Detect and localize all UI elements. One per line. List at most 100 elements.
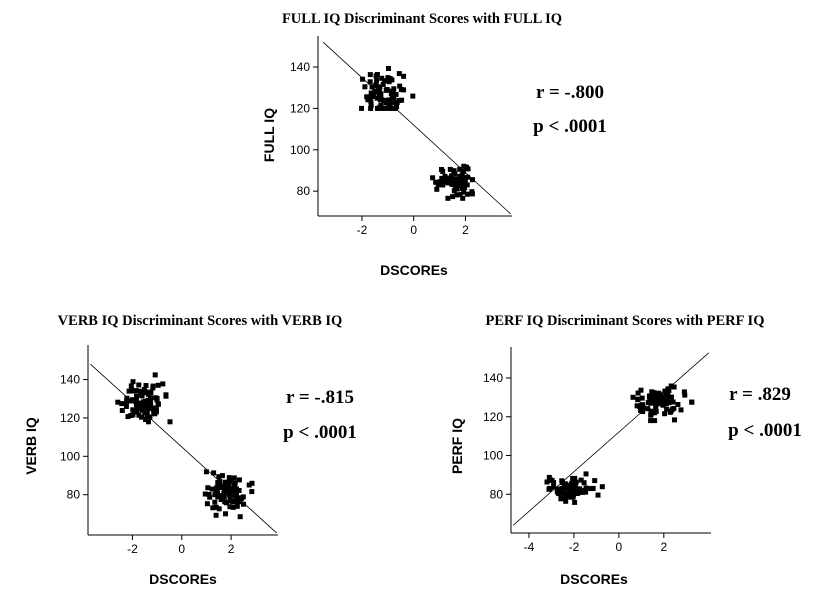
data-point (442, 173, 448, 179)
p-value: p < .0001 (728, 420, 802, 441)
data-point (456, 182, 462, 188)
data-point (667, 409, 673, 415)
data-point (590, 485, 596, 491)
data-point (367, 79, 373, 85)
data-point (651, 399, 657, 405)
x-tick-label: -4 (524, 540, 535, 554)
data-point (665, 386, 671, 392)
data-point (461, 189, 467, 195)
data-point (581, 480, 587, 486)
data-point (232, 499, 238, 505)
data-point (681, 389, 687, 395)
data-point (380, 105, 386, 111)
data-point (665, 391, 671, 397)
data-point (136, 412, 142, 418)
data-point (546, 474, 552, 480)
data-point (214, 485, 220, 491)
data-point (150, 385, 156, 391)
data-point (222, 479, 228, 485)
data-point (364, 94, 370, 100)
data-point (645, 400, 651, 406)
data-point (123, 404, 129, 409)
data-point (670, 399, 676, 405)
data-point (389, 77, 395, 83)
x-tick-label: 0 (178, 542, 185, 556)
data-point (368, 90, 374, 96)
data-point (386, 97, 392, 103)
data-point (217, 485, 223, 491)
data-point (155, 401, 161, 407)
data-point (452, 171, 458, 177)
data-point (570, 476, 576, 481)
data-point (451, 188, 457, 194)
data-point (211, 470, 217, 476)
chart-title: PERF IQ Discriminant Scores with PERF IQ (486, 313, 765, 329)
data-point (234, 486, 239, 492)
data-point (592, 478, 598, 484)
data-point (656, 393, 662, 399)
data-point (206, 492, 212, 497)
data-point (221, 494, 227, 500)
data-point (385, 75, 391, 81)
p-value: p < .0001 (533, 116, 607, 137)
data-point (653, 408, 659, 414)
data-point (367, 72, 373, 78)
data-point (571, 483, 577, 489)
data-point (222, 489, 228, 495)
data-point (226, 475, 232, 481)
data-point (635, 396, 641, 402)
panel-verb-iq: VERB IQ Discriminant Scores with VERB IQ… (23, 313, 357, 587)
data-point (464, 182, 470, 188)
data-point (664, 395, 669, 401)
data-point (381, 97, 387, 103)
x-tick-label: 2 (228, 542, 235, 556)
data-point (237, 514, 243, 520)
data-point (138, 392, 144, 398)
data-point (442, 177, 448, 183)
data-point (465, 166, 471, 172)
data-point (648, 411, 654, 417)
data-point (246, 482, 252, 488)
data-point (133, 397, 139, 403)
data-point (140, 401, 146, 407)
data-point (202, 491, 208, 497)
data-point (146, 391, 152, 397)
data-point (384, 87, 390, 93)
data-point (430, 175, 436, 181)
data-point (465, 174, 471, 180)
data-point (462, 185, 468, 190)
data-point (566, 494, 571, 500)
data-point (647, 396, 653, 402)
data-point (231, 475, 237, 481)
data-point (228, 490, 234, 496)
data-point (380, 81, 386, 87)
data-point (130, 398, 136, 404)
data-point (216, 506, 222, 512)
data-point (210, 505, 216, 511)
data-point (573, 479, 579, 485)
data-point (551, 480, 557, 486)
data-point (460, 195, 466, 201)
data-point (124, 395, 130, 401)
x-tick-label: 2 (462, 223, 469, 237)
data-point (134, 409, 140, 415)
data-point (434, 186, 440, 192)
y-tick-label: 80 (67, 488, 81, 502)
data-point (465, 191, 470, 197)
p-value: p < .0001 (283, 422, 357, 443)
data-point (660, 398, 666, 404)
data-point (220, 484, 226, 489)
data-point (682, 392, 688, 398)
data-point (128, 383, 134, 389)
data-point (207, 494, 213, 500)
data-point (148, 402, 154, 408)
data-point (119, 408, 125, 413)
data-point (379, 75, 385, 81)
regression-line (90, 363, 278, 534)
data-point (160, 381, 166, 387)
x-tick-label: -2 (127, 542, 138, 556)
data-point (458, 176, 464, 182)
data-point (140, 406, 146, 412)
data-point (377, 104, 383, 110)
